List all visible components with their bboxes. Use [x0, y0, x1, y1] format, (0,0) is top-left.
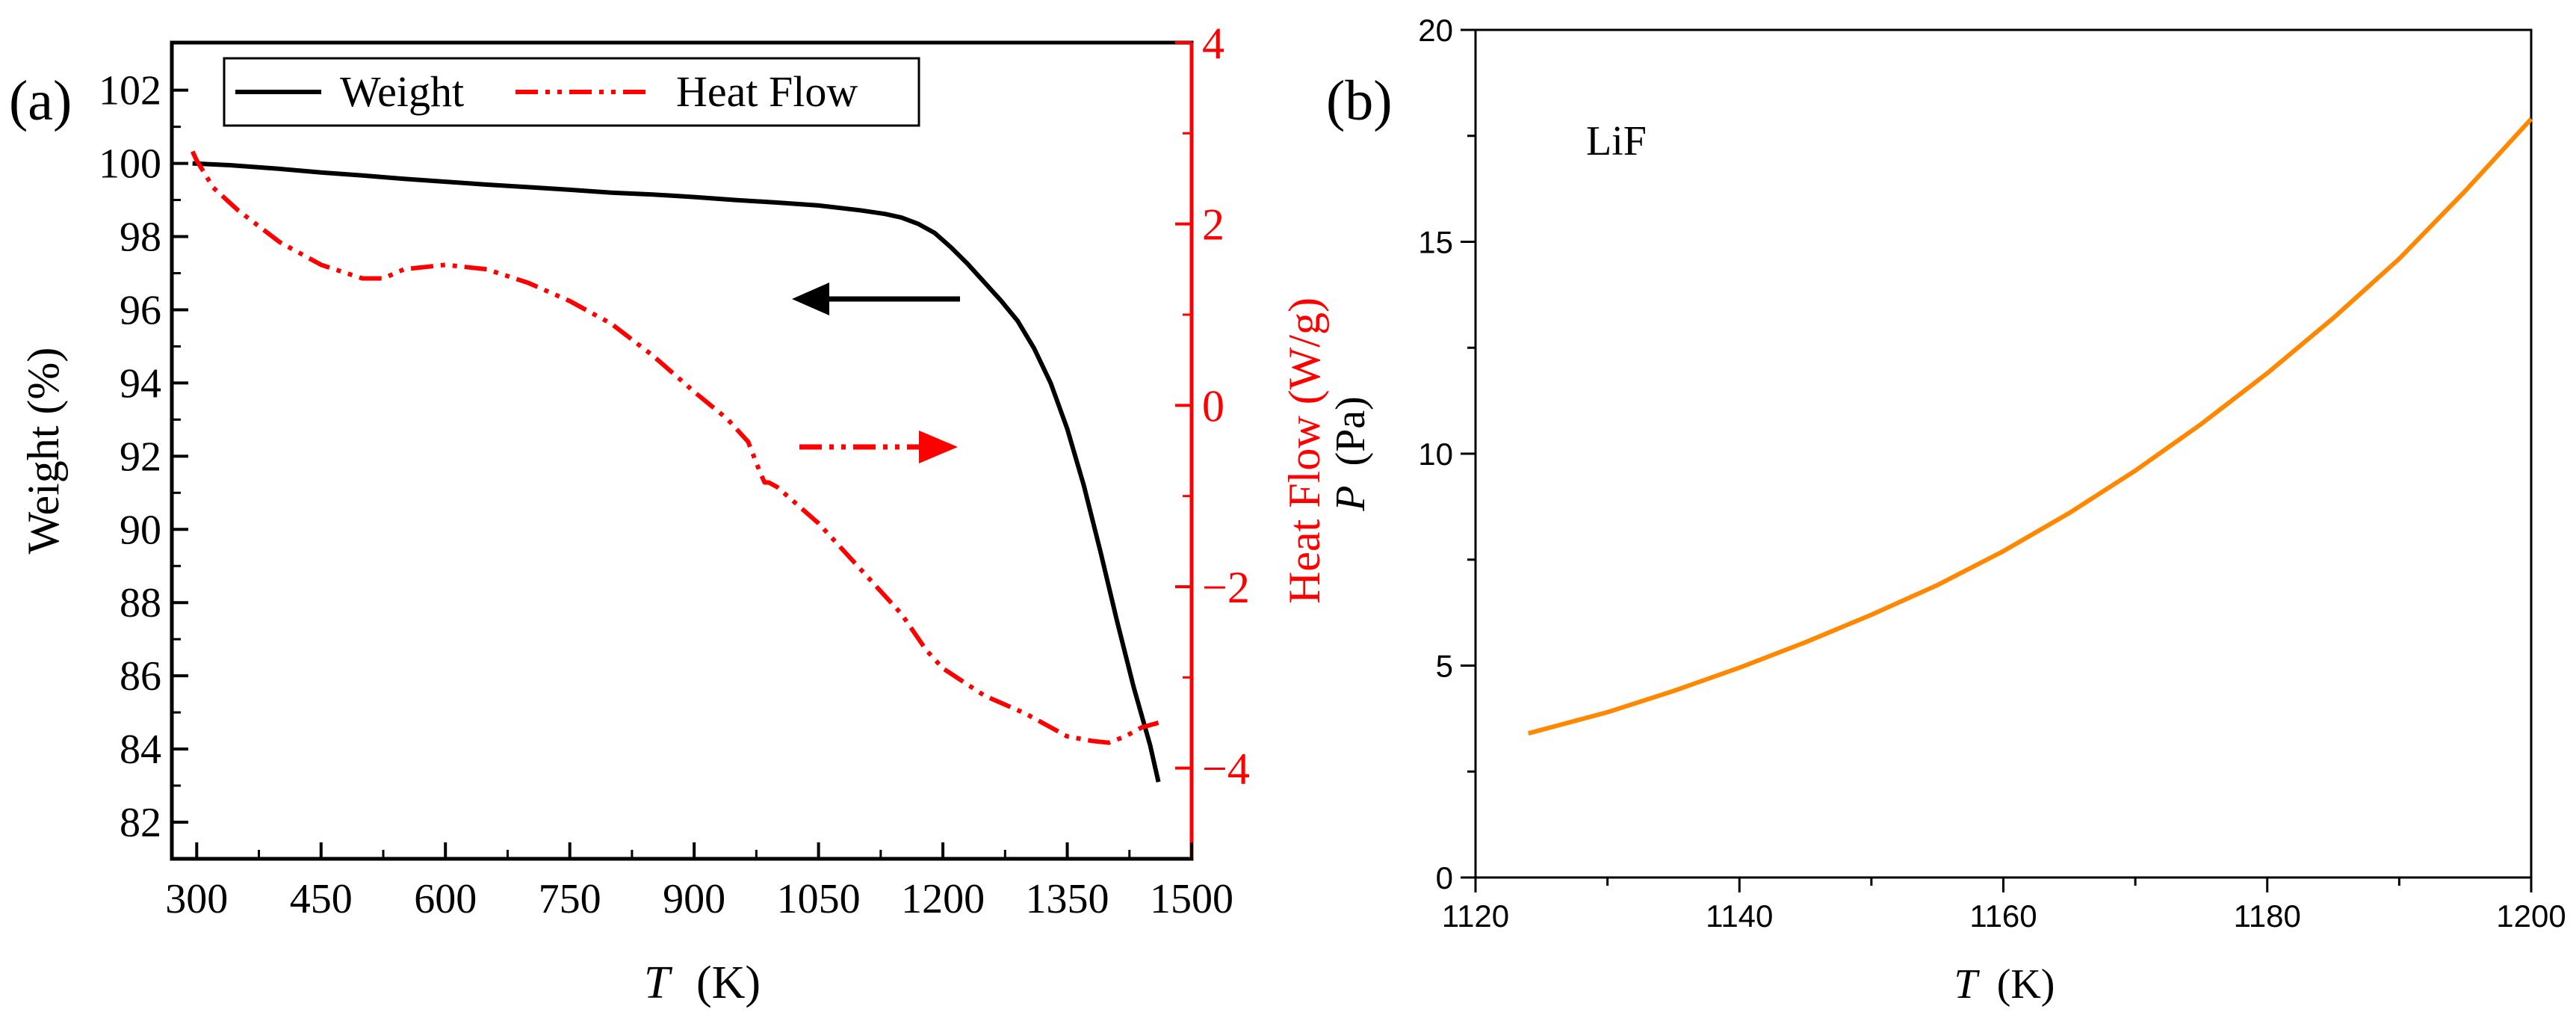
panel-a-x-tick-label: 1350	[1026, 876, 1109, 922]
legend-weight-label: Weight	[340, 67, 464, 116]
panel-a-left-y-tick-label: 82	[120, 800, 161, 846]
panel-b-y-axis-title: P (Pa)	[1328, 396, 1374, 512]
panel-a-right-y-tick-label: 0	[1202, 381, 1224, 431]
lif-pressure-curve	[1527, 117, 2533, 736]
panel-a-left-y-tick-label: 100	[99, 141, 161, 188]
panel-a-left-y-tick-label: 90	[120, 507, 161, 553]
panel-a-label: (a)	[9, 70, 72, 132]
panel-b-x-tick-label: 1140	[1706, 898, 1773, 934]
panel-a-right-y-tick-label: −4	[1202, 744, 1250, 794]
panel-a-x-tick-label: 750	[539, 876, 601, 922]
panel-b-x-tick-label: 1200	[2496, 898, 2566, 934]
panel-a-x-tick-label: 1200	[901, 876, 985, 922]
panel-a-left-y-tick-label: 102	[99, 68, 161, 114]
heat-flow-series-line	[190, 150, 1159, 745]
panel-a-x-tick-label: 1500	[1150, 876, 1233, 922]
panel-a-left-y-tick-label: 94	[120, 360, 161, 407]
lif-annotation: LiF	[1586, 118, 1647, 164]
panel-b-x-axis-unit: (K)	[1997, 961, 2055, 1008]
panel-b-y-ticks: 0 5 10 15 20	[1418, 13, 1476, 895]
panel-a-x-tick-label: 900	[663, 876, 725, 922]
weight-series-line	[192, 161, 1161, 783]
panel-b-label: (b)	[1326, 70, 1393, 132]
panel-b-x-ticks: 1120 1140 1160 1180 1200	[1442, 877, 2566, 934]
panel-b-x-tick-label: 1160	[1969, 898, 2037, 934]
panel-b-x-tick-label: 1120	[1442, 898, 1509, 934]
panel-b-y-axis-unit: (Pa)	[1328, 396, 1374, 466]
panel-a-x-tick-label: 1050	[777, 876, 861, 922]
panel-b-y-tick-label: 20	[1418, 13, 1453, 48]
heat-flow-axis-arrow	[799, 431, 958, 463]
panel-a-x-tick-label: 600	[414, 876, 477, 922]
panel-a-left-y-axis-title: Weight (%)	[19, 348, 68, 555]
panel-a-left-y-tick-label: 88	[120, 580, 161, 626]
panel-a-x-tick-label: 300	[165, 876, 228, 922]
panel-a: (a) 300 450 600 750 900 1050 1200 1350 1500 8284…	[9, 19, 1329, 1008]
panel-a-left-y-tick-label: 86	[120, 653, 161, 700]
panel-a-x-axis-symbol: T	[644, 957, 673, 1008]
panel-a-left-y-tick-label: 98	[120, 215, 161, 261]
panel-a-right-y-tick-label: 4	[1202, 19, 1224, 68]
panel-a-left-y-ticks: 82 84 86 88 90 92 94 96 98 100 102	[99, 68, 188, 846]
panel-a-left-y-tick-label: 84	[120, 727, 161, 773]
panel-b-x-tick-label: 1180	[2234, 898, 2301, 934]
panel-a-legend: Weight Heat Flow	[223, 57, 920, 127]
panel-a-x-axis-title: T (K)	[644, 957, 761, 1008]
panel-b-y-tick-label: 15	[1418, 225, 1453, 260]
panel-a-right-y-tick-label: −2	[1202, 563, 1250, 612]
panel-b-y-tick-label: 5	[1436, 649, 1453, 684]
panel-a-x-tick-label: 450	[290, 876, 353, 922]
panel-a-right-y-axis-title: Heat Flow (W/g)	[1280, 297, 1329, 604]
panel-a-x-axis-unit: (K)	[696, 957, 761, 1008]
panel-a-right-y-ticks: −4 −2 0 2 4	[1175, 19, 1250, 794]
panel-a-left-y-tick-label: 96	[120, 287, 161, 333]
heat-flow-arrow-head	[919, 431, 958, 463]
panel-a-left-y-tick-label: 92	[120, 434, 161, 480]
panel-b-x-axis-title: T (K)	[1954, 961, 2055, 1008]
panel-b-y-axis-symbol: P	[1328, 486, 1374, 512]
panel-b-y-tick-label: 10	[1418, 437, 1453, 472]
legend-heat-flow-label: Heat Flow	[676, 67, 858, 116]
weight-arrow-head	[792, 283, 829, 315]
panel-b-x-axis-symbol: T	[1954, 961, 1981, 1008]
panel-b-y-tick-label: 0	[1436, 860, 1453, 895]
panel-a-x-ticks: 300 450 600 750 900 1050 1200 1350 1500	[165, 842, 1233, 922]
panel-a-right-y-tick-label: 2	[1202, 200, 1224, 250]
weight-axis-arrow	[792, 283, 960, 315]
